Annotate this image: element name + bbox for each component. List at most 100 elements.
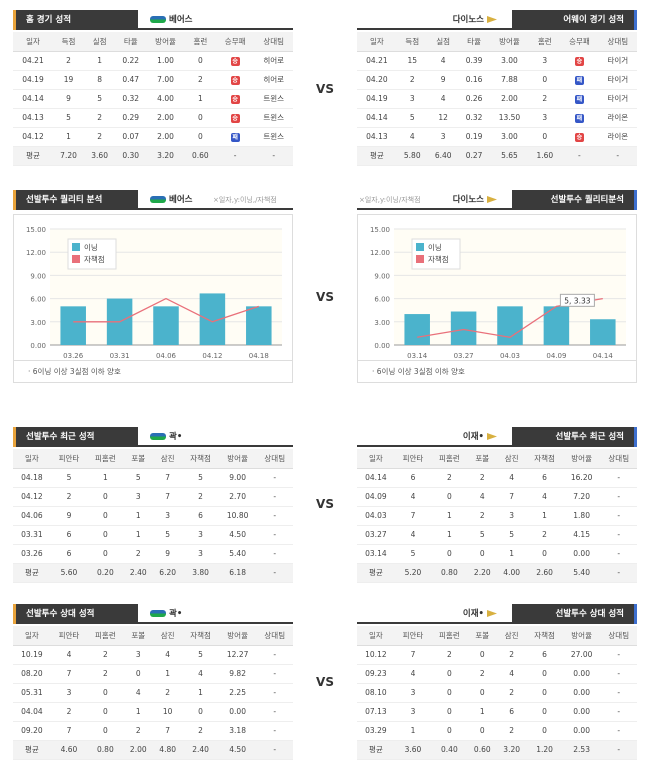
table-cell: 1 xyxy=(123,525,153,545)
table-cell: 2 xyxy=(50,702,88,722)
table-cell: 4 xyxy=(496,664,527,684)
y-tick-label: 12.00 xyxy=(370,249,390,257)
table-cell: - xyxy=(600,468,637,488)
result-badge: 승 xyxy=(230,56,240,66)
table-cell: 04.21 xyxy=(357,51,397,71)
table-cell: 12 xyxy=(427,108,459,128)
table-row: 04.12 1 2 0.07 2.00 0 패 트윈스 xyxy=(13,127,293,147)
table-row: 08.20 7 2 0 1 4 9.82- xyxy=(13,664,293,684)
table-cell: 1 xyxy=(152,664,183,684)
table-cell: 0 xyxy=(184,51,216,71)
quality-analysis-panel: 선발투수 퀄리티 분석 베어스 ×일자,y:이닝,/자책점 0.00 3.00 6.… xyxy=(13,190,293,383)
table-cell: 6 xyxy=(50,525,88,545)
table-cell: 5 xyxy=(496,525,527,545)
table-cell: 04.03 xyxy=(357,506,395,526)
table-cell: - xyxy=(256,721,293,741)
table-cell: - xyxy=(600,487,637,507)
table-cell: 3.60 xyxy=(394,740,432,760)
table-cell: 0 xyxy=(87,702,124,722)
table-cell: 6 xyxy=(496,702,527,722)
table-cell: 5.20 xyxy=(394,563,432,583)
section-tab: 어웨이 경기 성적 xyxy=(512,10,637,30)
table-cell: 4.60 xyxy=(50,740,88,760)
table-row: 03.31 6 0 1 5 3 4.50- xyxy=(13,525,293,545)
table-cell: 0 xyxy=(87,721,124,741)
table-cell: 0 xyxy=(529,70,561,90)
y-tick-label: 6.00 xyxy=(374,296,390,304)
table-cell: 2 xyxy=(123,721,153,741)
table-cell: 04.21 xyxy=(13,51,53,71)
table-cell: 0.47 xyxy=(115,70,147,90)
table-cell: - xyxy=(256,468,293,488)
table-cell: 평균 xyxy=(13,563,51,583)
table-cell: 4.50 xyxy=(218,740,257,760)
table-cell: 3 xyxy=(182,544,219,564)
bar-innings xyxy=(590,319,616,345)
table-cell: 2.00 xyxy=(146,108,185,128)
legend-label: 이닝 xyxy=(428,242,442,252)
table-cell: 04.14 xyxy=(357,108,397,128)
column-header: 자책점 xyxy=(182,626,219,646)
table-cell: 10.19 xyxy=(13,645,51,665)
stats-table: 일자 득점 실점 타율 방어율 홈런 승무패 상대팀 04.21 15 4 0.39 3.00 3 승 타이거… xyxy=(357,32,637,166)
table-cell: 3 xyxy=(50,683,88,703)
column-header: 일자 xyxy=(357,626,395,646)
table-cell: 0 xyxy=(431,487,468,507)
table-cell: 4 xyxy=(396,127,428,147)
column-header: 방어율 xyxy=(218,449,257,469)
table-cell: 0.32 xyxy=(458,108,490,128)
table-cell: 5 xyxy=(123,468,153,488)
table-cell: 타이거 xyxy=(598,89,637,109)
legend-label: 자책점 xyxy=(84,254,105,264)
stats-table: 일자 피안타 피홈런 포볼 삼진 자책점 방어율 상대팀 10.12 7 2 0 2 6 27.00-09.… xyxy=(357,626,637,760)
table-cell: - xyxy=(600,721,637,741)
axis-hint: ×일자,y:이닝,/자책점 xyxy=(213,196,277,204)
table-cell: 0.22 xyxy=(115,51,147,71)
bar-innings xyxy=(153,306,179,345)
table-cell: 0 xyxy=(529,127,561,147)
table-cell: 12.27 xyxy=(218,645,257,665)
table-cell: 5 xyxy=(394,544,432,564)
stats-table: 일자 피안타 피홈런 포볼 삼진 자책점 방어율 상대팀 10.19 4 2 3 4 5 12.27-08.… xyxy=(13,626,293,760)
table-row: 04.13 4 3 0.19 3.00 0 승 라이온 xyxy=(357,127,637,147)
table-cell: 라이온 xyxy=(598,108,637,128)
table-cell: 1 xyxy=(184,89,216,109)
table-cell: - xyxy=(254,146,293,166)
bar-innings xyxy=(450,311,477,345)
x-tick-label: 04.06 xyxy=(156,352,177,360)
table-cell: 트윈스 xyxy=(254,127,293,147)
table-row: 04.19 19 8 0.47 7.00 2 승 히어로 xyxy=(13,70,293,90)
table-cell: 7 xyxy=(50,664,88,684)
y-tick-label: 9.00 xyxy=(30,272,46,280)
table-cell: 0 xyxy=(467,544,497,564)
y-tick-label: 15.00 xyxy=(370,226,390,234)
table-cell: 0.00 xyxy=(562,664,601,684)
table-cell: - xyxy=(600,664,637,684)
table-cell: 7 xyxy=(152,487,183,507)
column-header: 일자 xyxy=(357,449,395,469)
table-cell: 04.18 xyxy=(13,468,51,488)
table-row: 04.04 2 0 1 10 0 0.00- xyxy=(13,702,293,722)
column-header: 자책점 xyxy=(182,449,219,469)
result-badge: 패 xyxy=(230,132,240,142)
column-header: 홈런 xyxy=(184,32,216,52)
bears-logo-icon xyxy=(150,16,166,23)
table-cell: 5 xyxy=(152,525,183,545)
table-cell: - xyxy=(560,146,599,166)
table-cell: 2 xyxy=(182,487,219,507)
table-cell: 4 xyxy=(394,525,432,545)
legend-swatch xyxy=(416,243,424,251)
table-cell: 0.27 xyxy=(458,146,490,166)
table-cell: 0 xyxy=(526,721,563,741)
table-cell: 평균 xyxy=(357,740,395,760)
table-cell: 0 xyxy=(526,702,563,722)
pitcher-vs-panel: 선발투수 상대 성적 곽• 일자 피안타 피홈런 포볼 삼진 자책점 방어율 상대팀 10.19… xyxy=(13,604,293,760)
vs-label: VS xyxy=(316,497,334,511)
table-cell: 5 xyxy=(50,468,88,488)
table-cell: 0 xyxy=(431,721,468,741)
table-cell: 0 xyxy=(431,683,468,703)
table-cell: 0.00 xyxy=(562,702,601,722)
bar-innings xyxy=(246,306,272,345)
table-cell: 6.20 xyxy=(152,563,183,583)
table-cell: 10.12 xyxy=(357,645,395,665)
